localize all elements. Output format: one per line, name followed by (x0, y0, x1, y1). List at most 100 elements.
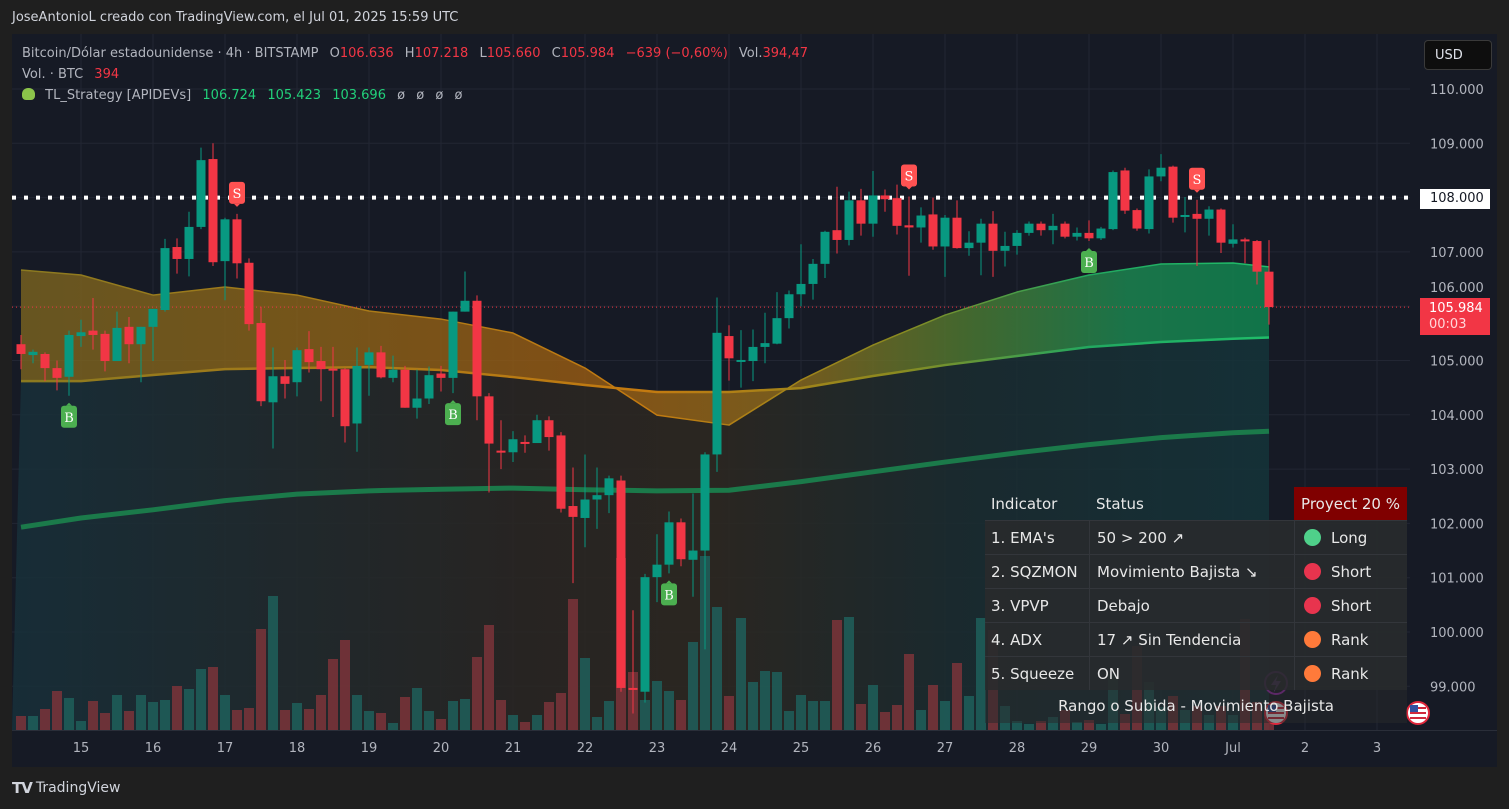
price-axis[interactable] (1410, 34, 1497, 730)
row-indicator: 2. SQZMON (991, 562, 1078, 581)
candle-body (1024, 223, 1034, 233)
candle (1024, 221, 1034, 236)
candle-body (640, 577, 650, 692)
candle-body (1216, 209, 1226, 243)
volume-bar (340, 640, 350, 730)
volume-bar (364, 711, 374, 730)
candle-body (700, 454, 710, 551)
candle (892, 184, 902, 235)
volume-bar (832, 620, 842, 730)
row-status: ON (1089, 657, 1294, 690)
volume-bar (184, 689, 194, 730)
volume-bar (484, 625, 494, 730)
signal-label: S (1193, 173, 1202, 188)
candle (1180, 197, 1190, 233)
candle (1048, 213, 1058, 245)
current-price-label: 105.984 00:03 (1420, 298, 1490, 335)
candle-body (940, 217, 950, 247)
strategy-empty-value: ø (435, 88, 444, 103)
strategy-name[interactable]: TL_Strategy [APIDEVs] (45, 88, 192, 103)
tradingview-logo-icon: TV (12, 779, 33, 797)
volume-bar (304, 709, 314, 730)
price-tick-label: 102.000 (1430, 517, 1484, 532)
volume-bar (724, 696, 734, 730)
candle (424, 366, 434, 404)
candle-body (1168, 166, 1178, 218)
low-label: L (479, 46, 487, 61)
table-row: 2. SQZMON Movimiento Bajista ↘ Short (985, 554, 1407, 588)
volume-indicator-label[interactable]: Vol. · BTC (22, 67, 84, 82)
volume-bar (412, 688, 422, 730)
signal-label: Rank (1331, 664, 1369, 683)
candle-body (88, 330, 98, 335)
volume-bar (1024, 724, 1034, 730)
candle-body (232, 219, 242, 264)
time-tick-label: 22 (577, 741, 594, 756)
candle (268, 347, 278, 449)
price-tick-label: 109.000 (1430, 137, 1484, 152)
signal-pointer (234, 203, 240, 207)
volume-bar (352, 695, 362, 730)
buy-signal-marker: B (61, 402, 77, 428)
candle-body (412, 398, 422, 408)
volume-bar (868, 685, 878, 730)
low-value: 105.660 (486, 46, 541, 61)
candle-body (628, 687, 638, 690)
candle-body (220, 219, 230, 262)
time-tick-label: 18 (289, 741, 306, 756)
volume-bar (88, 701, 98, 730)
volume-bar (316, 695, 326, 730)
us-flag-icon[interactable] (1406, 701, 1430, 725)
volume-bar (76, 721, 86, 730)
price-tick-label: 110.000 (1430, 83, 1484, 98)
candle (940, 214, 950, 277)
time-tick-label: 25 (793, 741, 810, 756)
candle-body (1252, 241, 1262, 272)
volume-bar (232, 710, 242, 730)
time-tick-label: 29 (1081, 741, 1098, 756)
strategy-value: 106.724 (202, 88, 257, 103)
volume-bar (1096, 724, 1106, 730)
candle (784, 290, 794, 329)
candle-body (604, 478, 614, 496)
candle (664, 511, 674, 574)
candle (388, 355, 398, 383)
ohlc-legend: Bitcoin/Dólar estadounidense · 4h · BITS… (22, 46, 808, 61)
candle (640, 573, 650, 703)
status-dot-icon (1304, 597, 1321, 614)
candle-body (484, 396, 494, 444)
candle (532, 414, 542, 444)
currency-button[interactable]: USD (1424, 40, 1492, 70)
candle-body (352, 365, 362, 424)
candle-body (124, 326, 134, 345)
candle (988, 211, 998, 277)
candle-body (1204, 209, 1214, 219)
candle-body (376, 352, 386, 378)
price-axis-ticks: 110.000 109.000 107.000 106.000 105.000 104.0… (1430, 83, 1484, 695)
time-tick-label: 19 (361, 741, 378, 756)
volume-bar (556, 693, 566, 730)
candle-body (316, 361, 326, 370)
symbol-title[interactable]: Bitcoin/Dólar estadounidense · 4h · BITS… (22, 46, 319, 61)
time-tick-label: Jul (1224, 741, 1241, 756)
candle-body (496, 450, 506, 453)
time-tick-label: 24 (721, 741, 738, 756)
signal-badge (1189, 167, 1205, 190)
volume-bar (196, 669, 206, 730)
candle (1132, 208, 1142, 231)
frog-icon (22, 88, 35, 100)
candle-body (184, 226, 194, 259)
candle-body (40, 353, 50, 369)
candle (1120, 167, 1130, 214)
candle-body (268, 376, 278, 403)
candle (580, 454, 590, 548)
volume-bar (916, 710, 926, 730)
volume-bar (112, 695, 122, 730)
candle (196, 147, 206, 230)
candle-body (652, 564, 662, 578)
volume-bar (64, 698, 74, 730)
signal-pointer (906, 186, 912, 190)
volume-bar (136, 695, 146, 730)
tradingview-logo[interactable]: TV TradingView (12, 779, 120, 797)
